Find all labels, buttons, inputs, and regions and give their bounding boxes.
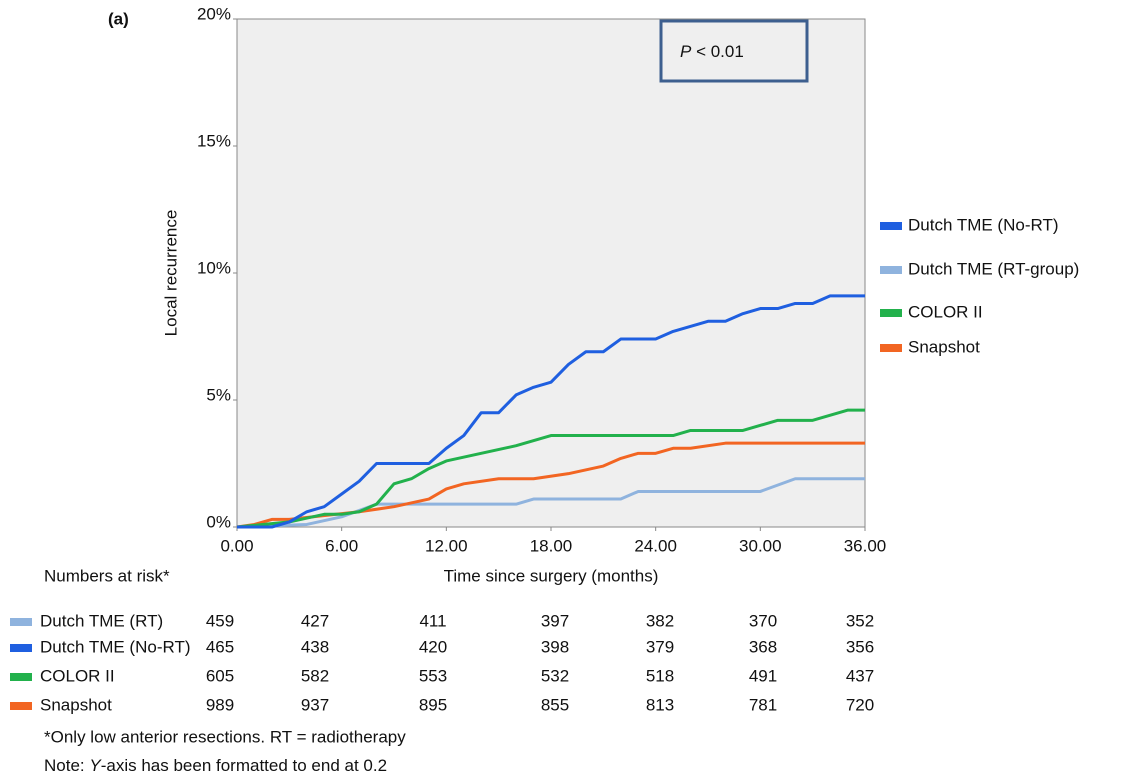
risk-value: 813 (646, 695, 674, 714)
y-tick-label: 10% (197, 258, 231, 277)
legend-swatch (880, 266, 902, 274)
x-tick-label: 12.00 (425, 536, 468, 555)
panel-label: (a) (108, 9, 129, 28)
annotation-symbol: P (680, 42, 692, 61)
legend-swatch (880, 222, 902, 230)
risk-row-label: Snapshot (40, 695, 112, 714)
note-symbol: Y (89, 756, 102, 775)
annotation-text: < 0.01 (696, 42, 744, 61)
note: Note: Y-axis has been formatted to end a… (44, 756, 387, 775)
risk-value: 532 (541, 666, 569, 685)
risk-value: 459 (206, 611, 234, 630)
risk-value: 379 (646, 637, 674, 656)
risk-value: 398 (541, 637, 569, 656)
x-tick-label: 18.00 (530, 536, 573, 555)
legend-label: Snapshot (908, 337, 980, 356)
risk-value: 368 (749, 637, 777, 656)
risk-value: 855 (541, 695, 569, 714)
risk-swatch (10, 702, 32, 710)
legend-swatch (880, 344, 902, 352)
risk-row-label: COLOR II (40, 666, 115, 685)
risk-value: 427 (301, 611, 329, 630)
risk-value: 465 (206, 637, 234, 656)
risk-value: 352 (846, 611, 874, 630)
risk-row-label: Dutch TME (RT) (40, 611, 163, 630)
legend-swatch (880, 309, 902, 317)
y-axis-label: Local recurrence (161, 210, 180, 337)
line (236, 408, 865, 529)
risk-swatch (10, 618, 32, 626)
risk-swatch (10, 673, 32, 681)
annotation: P < 0.01 (680, 42, 744, 61)
risk-value: 438 (301, 637, 329, 656)
risk-value: 937 (301, 695, 329, 714)
risk-value: 491 (749, 666, 777, 685)
risk-value: 720 (846, 695, 874, 714)
footnote: *Only low anterior resections. RT = radi… (44, 727, 406, 746)
x-tick-label: 24.00 (634, 536, 677, 555)
x-tick-label: 6.00 (325, 536, 358, 555)
y-tick-label: 15% (197, 131, 231, 150)
note-text: -axis has been formatted to end at 0.2 (101, 756, 387, 775)
risk-value: 370 (749, 611, 777, 630)
x-tick-label: 30.00 (739, 536, 782, 555)
note-prefix: Note: (44, 756, 89, 775)
risk-swatch (10, 644, 32, 652)
risk-value: 895 (419, 695, 447, 714)
line (237, 294, 865, 529)
y-tick-label: 0% (206, 512, 231, 531)
legend-label: Dutch TME (RT-group) (908, 259, 1079, 278)
risk-table-title: Numbers at risk* (44, 566, 170, 585)
y-tick-label: 5% (206, 385, 231, 404)
risk-value: 605 (206, 666, 234, 685)
risk-value: 582 (301, 666, 329, 685)
risk-value: 420 (419, 637, 447, 656)
risk-value: 781 (749, 695, 777, 714)
risk-row-label: Dutch TME (No-RT) (40, 637, 191, 656)
risk-value: 382 (646, 611, 674, 630)
legend-label: COLOR II (908, 302, 983, 321)
line (236, 477, 865, 529)
annotation-box (659, 19, 809, 83)
risk-value: 397 (541, 611, 569, 630)
x-tick-label: 0.00 (220, 536, 253, 555)
risk-value: 518 (646, 666, 674, 685)
x-tick-label: 36.00 (844, 536, 887, 555)
risk-value: 553 (419, 666, 447, 685)
risk-value: 356 (846, 637, 874, 656)
risk-value: 411 (419, 611, 446, 630)
risk-value: 437 (846, 666, 874, 685)
plot-area (236, 18, 866, 528)
legend-label: Dutch TME (No-RT) (908, 215, 1059, 234)
x-axis-label: Time since surgery (months) (444, 566, 659, 585)
risk-value: 989 (206, 695, 234, 714)
y-tick-label: 20% (197, 4, 231, 23)
